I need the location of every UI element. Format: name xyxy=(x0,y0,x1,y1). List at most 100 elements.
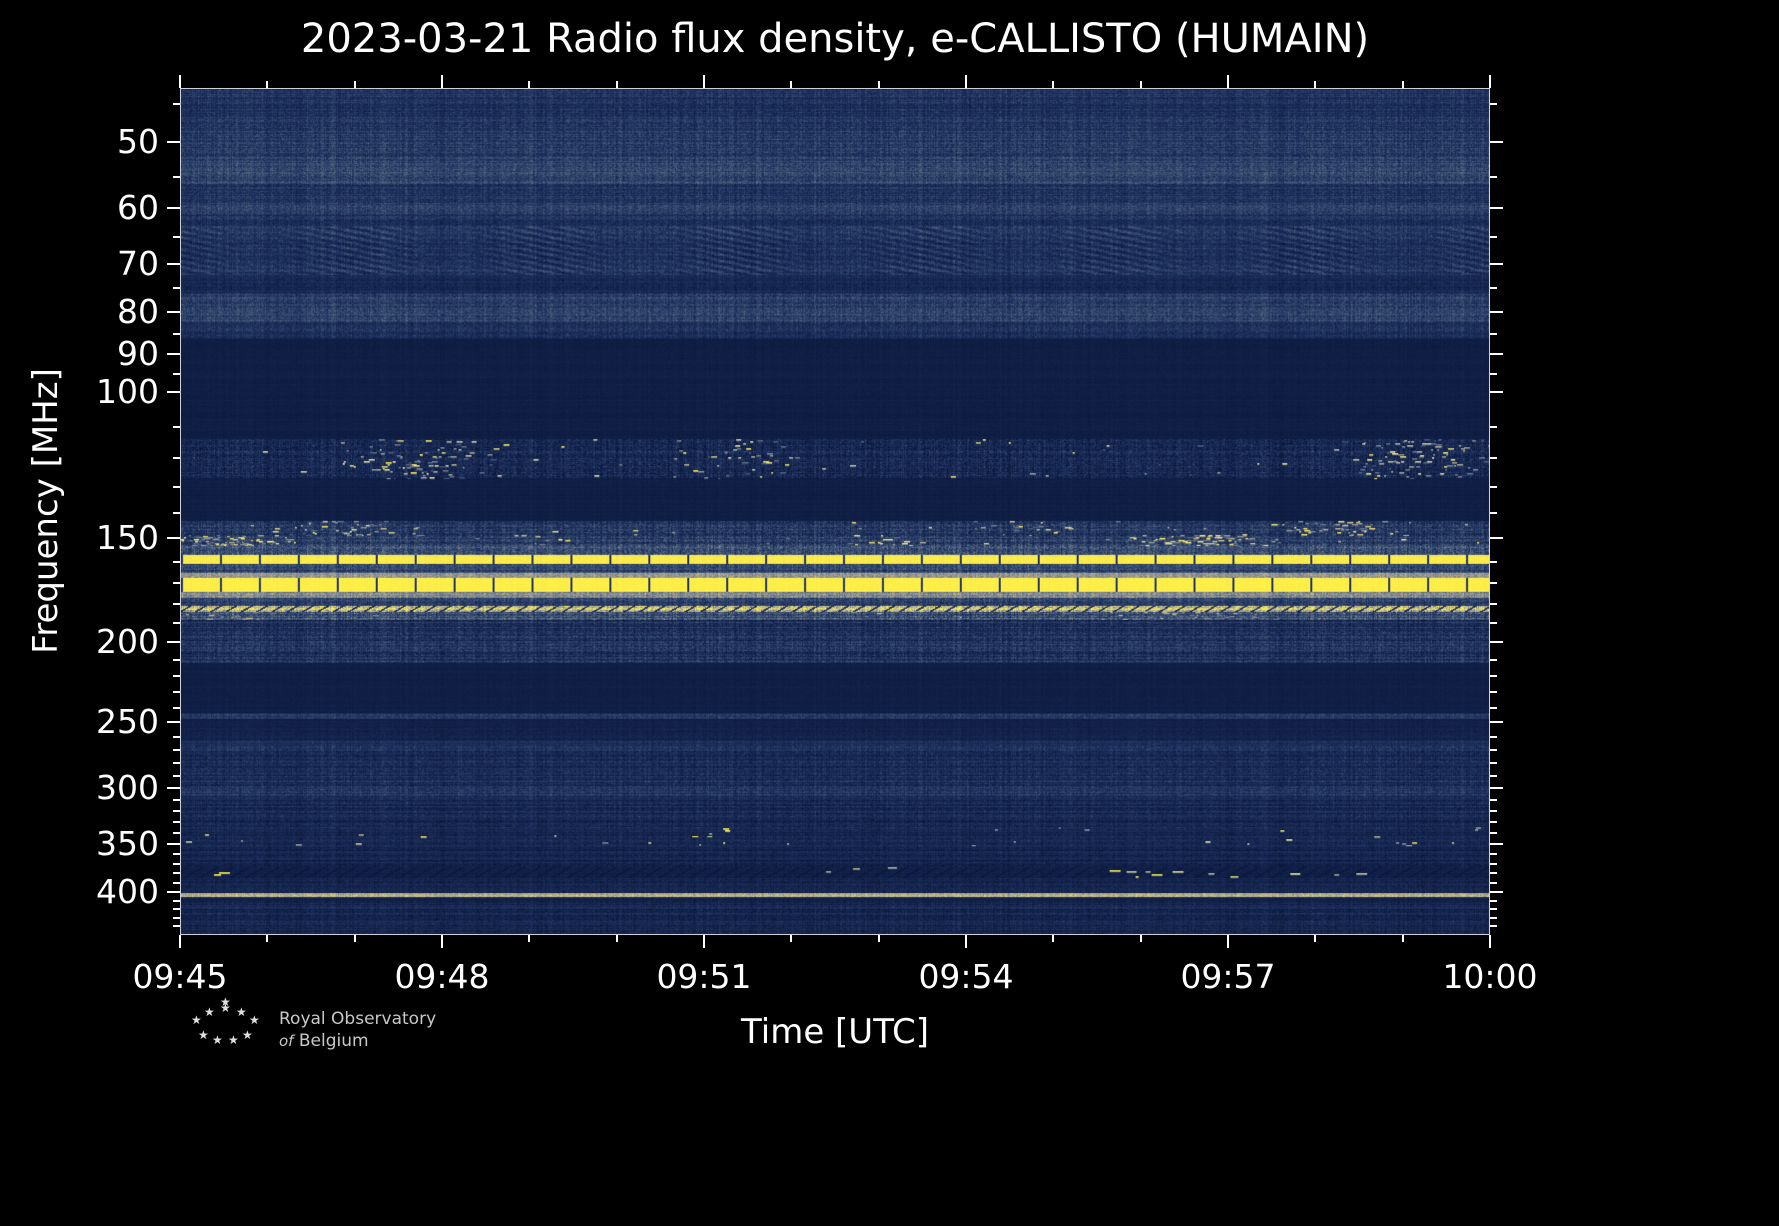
x-major-tick xyxy=(703,75,705,88)
y-tick-label: 60 xyxy=(117,188,159,228)
y-major-tick xyxy=(167,721,180,724)
star-icon: ★ xyxy=(220,1001,231,1015)
x-tick-label: 09:51 xyxy=(656,957,752,996)
y-major-tick xyxy=(167,141,180,144)
y-minor-tick xyxy=(1490,456,1497,459)
y-tick-label: 70 xyxy=(117,243,159,283)
y-minor-tick xyxy=(173,103,180,106)
y-minor-tick xyxy=(173,691,180,694)
x-minor-tick xyxy=(1139,935,1142,942)
y-major-tick xyxy=(167,842,180,845)
y-minor-tick xyxy=(1490,821,1497,824)
x-major-tick xyxy=(965,75,967,88)
x-minor-tick xyxy=(266,81,269,88)
y-minor-tick xyxy=(173,372,180,375)
x-minor-tick xyxy=(877,935,880,942)
y-minor-tick xyxy=(1490,735,1497,738)
x-minor-tick xyxy=(1314,81,1317,88)
rob-logo-line2-rest: Belgium xyxy=(298,1031,369,1051)
y-minor-tick xyxy=(1490,749,1497,752)
x-major-tick xyxy=(1489,935,1491,948)
x-minor-tick xyxy=(528,935,531,942)
y-major-tick xyxy=(167,310,180,313)
y-minor-tick xyxy=(173,735,180,738)
y-major-tick xyxy=(167,391,180,394)
y-major-tick xyxy=(1490,537,1503,540)
y-major-tick xyxy=(1490,141,1503,144)
y-minor-tick xyxy=(173,485,180,488)
y-minor-tick xyxy=(1490,485,1497,488)
y-minor-tick xyxy=(1490,899,1497,902)
y-minor-tick xyxy=(173,899,180,902)
y-minor-tick xyxy=(173,749,180,752)
y-minor-tick xyxy=(1490,582,1497,585)
y-minor-tick xyxy=(173,908,180,911)
y-minor-tick xyxy=(1490,916,1497,919)
y-minor-tick xyxy=(1490,852,1497,855)
y-major-tick xyxy=(167,262,180,265)
y-minor-tick xyxy=(1490,512,1497,515)
rob-logo-line2: of Belgium xyxy=(279,1030,436,1052)
x-minor-tick xyxy=(353,935,356,942)
star-icon: ★ xyxy=(212,1033,223,1047)
rob-logo-line1: Royal Observatory xyxy=(279,1009,437,1029)
star-icon: ★ xyxy=(198,1028,209,1042)
x-minor-tick xyxy=(266,935,269,942)
y-minor-tick xyxy=(173,916,180,919)
x-minor-tick xyxy=(615,81,618,88)
x-minor-tick xyxy=(1401,935,1404,942)
x-major-tick xyxy=(179,935,181,948)
x-minor-tick xyxy=(528,81,531,88)
y-minor-tick xyxy=(1490,235,1497,238)
y-minor-tick xyxy=(173,622,180,625)
x-tick-label: 09:48 xyxy=(394,957,490,996)
x-tick-label: 09:45 xyxy=(132,957,228,996)
x-tick-label: 09:54 xyxy=(918,957,1014,996)
y-minor-tick xyxy=(1490,560,1497,563)
y-major-tick xyxy=(167,207,180,210)
y-minor-tick xyxy=(173,675,180,678)
y-tick-label: 200 xyxy=(96,621,159,661)
star-icon: ★ xyxy=(242,1028,253,1042)
x-axis-label: Time [UTC] xyxy=(741,1012,929,1052)
star-icon: ★ xyxy=(191,1013,202,1027)
rob-logo-text: Royal Observatory of Belgium xyxy=(279,1008,436,1052)
y-minor-tick xyxy=(173,658,180,661)
y-minor-tick xyxy=(173,872,180,875)
y-minor-tick xyxy=(173,287,180,290)
x-minor-tick xyxy=(1139,81,1142,88)
chart-title: 2023-03-21 Radio flux density, e-CALLIST… xyxy=(300,16,1370,62)
star-icon: ★ xyxy=(204,1005,215,1019)
y-major-tick xyxy=(1490,310,1503,313)
y-minor-tick xyxy=(173,862,180,865)
y-minor-tick xyxy=(173,560,180,563)
y-minor-tick xyxy=(1490,691,1497,694)
y-minor-tick xyxy=(1490,602,1497,605)
x-tick-label: 09:57 xyxy=(1180,957,1276,996)
y-major-tick xyxy=(1490,890,1503,893)
y-minor-tick xyxy=(1490,810,1497,813)
y-minor-tick xyxy=(173,821,180,824)
y-major-tick xyxy=(1490,262,1503,265)
y-minor-tick xyxy=(1490,798,1497,801)
rob-logo-stars: ★ ★ ★ ★ ★ ★ ★ ★ ★ ★ xyxy=(183,996,265,1052)
y-major-tick xyxy=(1490,640,1503,643)
y-tick-label: 100 xyxy=(96,372,159,412)
y-minor-tick xyxy=(173,925,180,928)
y-minor-tick xyxy=(1490,925,1497,928)
x-minor-tick xyxy=(790,935,793,942)
y-minor-tick xyxy=(173,235,180,238)
y-minor-tick xyxy=(1490,175,1497,178)
y-minor-tick xyxy=(173,832,180,835)
y-minor-tick xyxy=(1490,425,1497,428)
y-major-tick xyxy=(1490,787,1503,790)
spectrogram-canvas xyxy=(181,89,1489,934)
y-major-tick xyxy=(167,787,180,790)
y-tick-label: 250 xyxy=(96,702,159,742)
y-minor-tick xyxy=(173,881,180,884)
plot-area xyxy=(180,88,1490,935)
y-minor-tick xyxy=(1490,675,1497,678)
y-major-tick xyxy=(1490,842,1503,845)
y-minor-tick xyxy=(173,582,180,585)
